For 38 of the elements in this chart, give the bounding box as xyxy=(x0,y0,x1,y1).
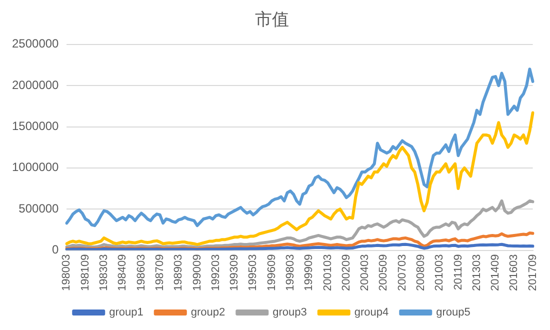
x-tick-label: 198303 xyxy=(98,254,110,292)
x-tick-label: 201709 xyxy=(526,254,539,292)
x-tick-label: 198709 xyxy=(154,254,166,292)
y-tick-label: 2000000 xyxy=(12,78,60,92)
x-tick-label: 201409 xyxy=(490,254,502,292)
x-tick-label: 198903 xyxy=(172,254,185,292)
y-tick-label: 1000000 xyxy=(12,160,60,174)
x-tick-label: 198003 xyxy=(60,254,73,292)
x-tick-label: 199009 xyxy=(191,254,204,292)
x-tick-label: 201109 xyxy=(452,254,464,290)
x-tick-label: 199503 xyxy=(247,254,260,292)
x-tick-label: 200509 xyxy=(378,254,390,292)
x-tick-label: 201003 xyxy=(434,254,446,292)
x-tick-label: 198109 xyxy=(79,254,92,292)
x-tick-label: 199609 xyxy=(266,254,278,292)
chart-title: 市值 xyxy=(255,10,289,29)
x-tick-label: 199309 xyxy=(228,254,241,292)
x-tick-label: 200809 xyxy=(414,254,427,292)
x-tick-label: 200703 xyxy=(396,254,408,292)
x-tick-label: 199909 xyxy=(303,254,316,292)
legend-label: group1 xyxy=(109,306,144,319)
legend-label: group5 xyxy=(436,306,470,319)
x-tick-label: 199803 xyxy=(284,254,296,292)
legend-label: group2 xyxy=(190,306,226,319)
x-tick-label: 198409 xyxy=(116,254,129,292)
x-tick-label: 200403 xyxy=(359,254,372,292)
legend-label: group4 xyxy=(354,306,389,319)
x-tick-label: 199203 xyxy=(210,254,222,292)
legend-label: group3 xyxy=(272,306,307,319)
y-tick-label: 500000 xyxy=(18,201,60,216)
x-tick-label: 200209 xyxy=(340,254,352,292)
y-tick-label: 0 xyxy=(52,242,60,257)
x-tick-label: 200103 xyxy=(322,254,334,292)
y-tick-label: 2500000 xyxy=(12,36,60,51)
x-tick-label: 198603 xyxy=(135,254,148,292)
y-tick-label: 1500000 xyxy=(12,119,60,134)
x-tick-label: 201303 xyxy=(470,254,483,292)
x-tick-label: 201603 xyxy=(508,254,520,292)
